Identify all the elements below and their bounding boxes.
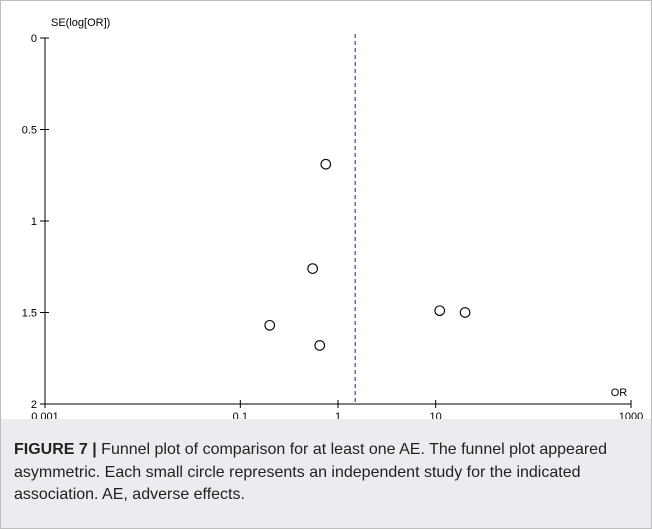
caption-text: Funnel plot of comparison for at least o… bbox=[14, 441, 607, 503]
figure-caption: FIGURE 7 | Funnel plot of comparison for… bbox=[14, 439, 639, 507]
study-point bbox=[307, 263, 318, 274]
y-tick-label: 0.5 bbox=[22, 125, 37, 137]
study-point bbox=[314, 340, 326, 351]
x-tick-label: 10 bbox=[430, 411, 442, 419]
funnel-plot: 0 0.5 1 1.5 20.001 0.1 1 10 1000 SE(log[OR]) OR bbox=[22, 17, 644, 423]
study-point bbox=[320, 158, 332, 170]
x-tick-label: 1000 bbox=[619, 411, 643, 419]
figure-label: FIGURE 7 | bbox=[14, 441, 97, 458]
caption-panel: FIGURE 7 | Funnel plot of comparison for… bbox=[1, 419, 651, 528]
x-tick-label: 1 bbox=[335, 411, 341, 419]
y-axis-label: SE(log[OR]) bbox=[51, 17, 110, 29]
x-tick-label: 0.001 bbox=[31, 411, 59, 419]
study-point bbox=[264, 319, 276, 331]
study-point bbox=[434, 305, 446, 317]
y-tick-label: 1 bbox=[31, 216, 37, 228]
y-tick-label: 1.5 bbox=[22, 308, 37, 320]
axes: 0 0.5 1 1.5 20.001 0.1 1 10 1000 SE(log[OR]) OR bbox=[22, 17, 644, 423]
x-axis-label: OR bbox=[611, 387, 628, 399]
data-points bbox=[264, 158, 471, 351]
y-tick-label: 2 bbox=[31, 399, 37, 411]
y-tick-label: 0 bbox=[31, 33, 37, 45]
x-tick-label: 0.1 bbox=[233, 411, 248, 419]
funnel-plot-panel: 0 0.5 1 1.5 2 0.001 0.1 1 10 1000 SE(log[OR]) OR bbox=[1, 1, 651, 423]
study-point bbox=[459, 307, 471, 318]
